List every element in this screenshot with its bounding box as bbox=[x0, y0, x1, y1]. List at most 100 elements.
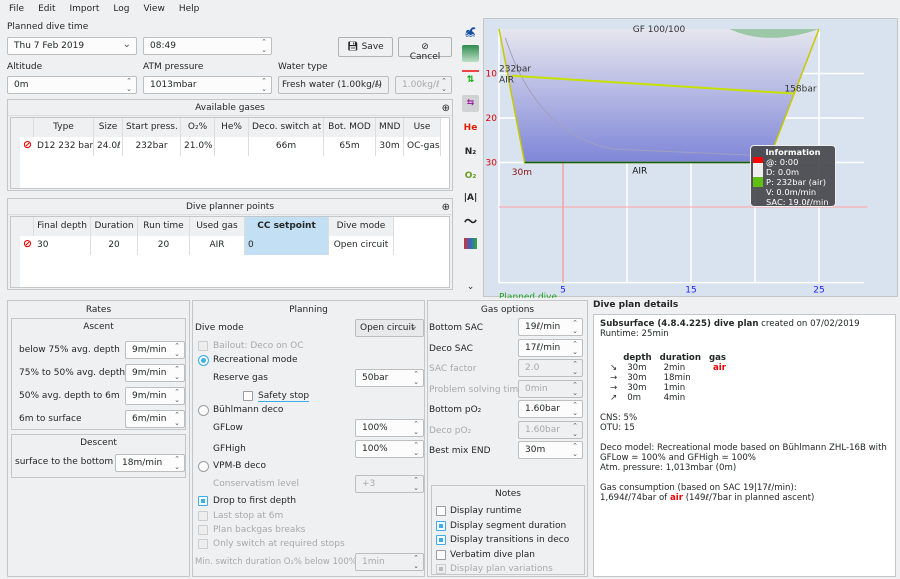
last-stop-checkbox[interactable] bbox=[198, 511, 208, 521]
notes-checkbox[interactable] bbox=[436, 506, 446, 516]
descent-rate-input[interactable]: 18m/min bbox=[115, 454, 185, 472]
gas-option-input[interactable]: 17ℓ/min bbox=[518, 338, 583, 357]
menu-help[interactable]: Help bbox=[178, 4, 200, 14]
chevron-down-icon[interactable]: ⌄ bbox=[466, 282, 475, 292]
menu-import[interactable]: Import bbox=[69, 4, 100, 14]
heartrate-icon[interactable]: 〜 bbox=[463, 215, 477, 230]
table-cell[interactable]: AIR bbox=[190, 236, 245, 255]
water-density-input[interactable]: 1.00kg/ℓ bbox=[395, 76, 452, 94]
gas-option-input[interactable]: 0min bbox=[518, 379, 583, 398]
table-cell[interactable]: 20 bbox=[138, 236, 190, 255]
column-header[interactable]: Final depth bbox=[34, 217, 91, 236]
column-header[interactable]: Deco. switch at bbox=[249, 118, 324, 137]
column-header[interactable]: MND bbox=[376, 118, 404, 137]
gas-option-input[interactable]: 2.0 bbox=[518, 359, 583, 377]
tissue-icon[interactable]: ⇅ bbox=[462, 70, 479, 87]
buhlmann-radio[interactable] bbox=[198, 405, 209, 416]
table-cell[interactable]: 30 bbox=[34, 236, 91, 255]
table-cell[interactable]: D12 232 bar bbox=[34, 137, 94, 156]
safety-stop-checkbox[interactable] bbox=[243, 391, 253, 401]
delete-row-icon[interactable]: ⊘ bbox=[22, 138, 33, 151]
menu-log[interactable]: Log bbox=[113, 4, 130, 14]
notes-checkbox[interactable] bbox=[436, 535, 446, 545]
column-header[interactable]: Size bbox=[94, 118, 123, 137]
column-header[interactable]: Type bbox=[34, 118, 94, 137]
ascent-rate-input[interactable]: 9m/min bbox=[125, 387, 185, 405]
diver-icon[interactable]: 🏊︎ bbox=[464, 28, 477, 38]
conservatism-input[interactable]: +3 bbox=[355, 475, 424, 493]
gflow-input[interactable]: 100% bbox=[355, 419, 424, 437]
recreational-radio[interactable] bbox=[198, 355, 209, 366]
table-cell[interactable]: 66m bbox=[249, 137, 324, 156]
column-header[interactable]: Used gas bbox=[190, 217, 245, 236]
table-cell[interactable]: 232bar bbox=[123, 137, 181, 156]
save-button[interactable]: 💾︎ Save bbox=[338, 37, 393, 57]
mod-icon[interactable]: |A| bbox=[463, 193, 478, 203]
column-header[interactable]: He% bbox=[215, 118, 249, 137]
drop-first-depth-checkbox[interactable] bbox=[198, 496, 208, 506]
column-header[interactable]: Use bbox=[404, 118, 441, 137]
water-type-combo[interactable]: Fresh water (1.00kg/ℓ) bbox=[278, 76, 389, 94]
atm-pressure-input[interactable]: 1013mbar bbox=[143, 76, 272, 94]
table-cell[interactable]: 30m bbox=[376, 137, 404, 156]
notes-checkbox[interactable] bbox=[436, 549, 446, 560]
column-header[interactable]: Start press. bbox=[123, 118, 181, 137]
gas-option-input[interactable]: 19ℓ/min bbox=[518, 318, 583, 336]
menu-view[interactable]: View bbox=[143, 4, 165, 14]
altitude-input[interactable]: 0m bbox=[7, 76, 137, 94]
ascent-rate-input[interactable]: 9m/min bbox=[125, 364, 185, 382]
menu-file[interactable]: File bbox=[9, 4, 25, 14]
segment-row: → 30m 18min bbox=[610, 373, 734, 383]
column-header[interactable]: Dive mode bbox=[329, 217, 394, 236]
delete-row-icon[interactable]: ⊘ bbox=[22, 237, 33, 250]
notes-checkbox[interactable] bbox=[436, 520, 446, 531]
gas-consumption-amount: 1,694ℓ/74bar of bbox=[600, 493, 670, 503]
table-cell[interactable] bbox=[215, 137, 249, 156]
ascent-rate-input[interactable]: 6m/min bbox=[125, 410, 185, 428]
he-icon[interactable]: He bbox=[463, 123, 478, 133]
table-cell[interactable]: 20 bbox=[91, 236, 138, 255]
table-cell[interactable]: 0 bbox=[245, 236, 329, 255]
table-cell[interactable]: 24.0ℓ bbox=[94, 137, 123, 156]
row-gutter bbox=[11, 118, 20, 188]
column-header[interactable]: Bot. MOD bbox=[324, 118, 376, 137]
column-header[interactable]: Run time bbox=[138, 217, 190, 236]
add-gas-icon[interactable]: ⊕ bbox=[441, 103, 450, 114]
column-header[interactable]: Duration bbox=[91, 217, 138, 236]
gas-option-input[interactable]: 1.60bar bbox=[518, 400, 583, 418]
table-cell[interactable]: OC-gas bbox=[404, 137, 441, 156]
dive-plan-details-text[interactable]: Subsurface (4.8.4.225) dive plan created… bbox=[593, 314, 896, 577]
bailout-label: Bailout: Deco on OC bbox=[213, 341, 304, 351]
gas-option-input[interactable]: 30m bbox=[518, 441, 583, 459]
notes-checkbox[interactable] bbox=[436, 564, 446, 574]
n2-icon[interactable]: N₂ bbox=[464, 147, 477, 157]
backgas-breaks-checkbox[interactable] bbox=[198, 525, 208, 535]
gas-option-input[interactable]: 1.60bar bbox=[518, 420, 583, 439]
column-header[interactable]: CC setpoint bbox=[245, 217, 329, 236]
only-switch-checkbox[interactable] bbox=[198, 539, 208, 549]
depth-tick-label: 20 bbox=[486, 114, 498, 124]
cancel-button[interactable]: ⊘ Cancel bbox=[398, 37, 452, 62]
gas-option-label: Best mix END bbox=[429, 446, 491, 456]
table-cell[interactable]: 21.0% bbox=[181, 137, 215, 156]
date-combo[interactable]: Thu 7 Feb 2019 bbox=[7, 37, 137, 55]
dive-mode-combo[interactable]: Open circuit bbox=[355, 319, 424, 337]
gas-icon[interactable]: ⇆ bbox=[462, 95, 479, 112]
min-switch-input[interactable]: 1min bbox=[355, 553, 424, 571]
vpmb-radio[interactable] bbox=[198, 461, 209, 472]
backgas-breaks-label: Plan backgas breaks bbox=[213, 525, 306, 535]
reserve-gas-input[interactable]: 50bar bbox=[355, 369, 424, 387]
time-spinbox[interactable]: 08:49 bbox=[143, 37, 272, 55]
column-header[interactable]: O₂% bbox=[181, 118, 215, 137]
o2-icon[interactable]: O₂ bbox=[464, 171, 477, 181]
ascent-rate-input[interactable]: 9m/min bbox=[125, 341, 185, 359]
table-cell[interactable]: 65m bbox=[324, 137, 376, 156]
ceiling-icon[interactable] bbox=[462, 45, 479, 62]
table-cell[interactable]: Open circuit bbox=[329, 236, 394, 255]
add-point-icon[interactable]: ⊕ bbox=[441, 202, 450, 213]
gfhigh-input[interactable]: 100% bbox=[355, 440, 424, 458]
menu-edit[interactable]: Edit bbox=[38, 4, 56, 14]
bailout-checkbox[interactable] bbox=[198, 341, 208, 351]
tissue-heatmap-icon[interactable] bbox=[464, 238, 477, 249]
row-gutter bbox=[11, 217, 20, 287]
